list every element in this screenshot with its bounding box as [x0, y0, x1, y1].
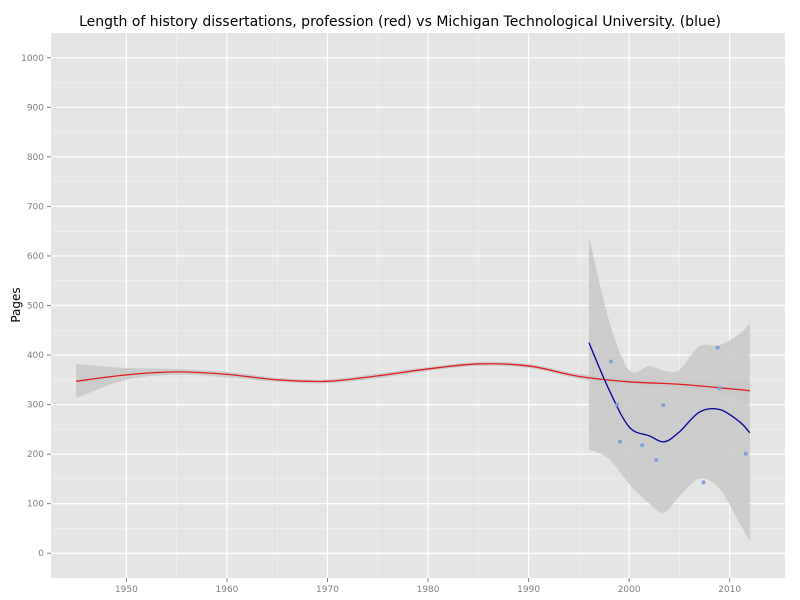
y-tick-label: 600	[27, 252, 44, 262]
data-point	[640, 443, 645, 448]
y-tick-label: 200	[27, 450, 44, 460]
mtu-smooth-line	[588, 342, 751, 443]
y-tick-label: 900	[27, 103, 44, 113]
y-tick-label: 400	[27, 351, 44, 361]
data-point	[609, 359, 614, 364]
profession-smooth-line	[76, 363, 750, 392]
data-point	[701, 480, 706, 485]
data-point	[618, 439, 623, 444]
y-tick-label: 300	[27, 401, 44, 411]
x-tick-label: 2000	[618, 585, 641, 595]
y-tick-label: 0	[38, 549, 44, 559]
data-point	[743, 451, 748, 456]
y-tick-label: 100	[27, 500, 44, 510]
data-point	[717, 386, 722, 391]
y-tick-label: 1000	[21, 54, 44, 64]
x-tick-label: 1950	[115, 585, 138, 595]
x-tick-label: 1970	[316, 585, 339, 595]
data-point	[715, 345, 720, 350]
data-point	[661, 403, 666, 408]
data-point	[654, 458, 659, 463]
x-tick-label: 1990	[517, 585, 540, 595]
x-tick-label: 2010	[718, 585, 741, 595]
y-tick-label: 700	[27, 202, 44, 212]
x-tick-label: 1960	[216, 585, 239, 595]
y-tick-label: 800	[27, 153, 44, 163]
mtu-smooth-ci-ribbon	[588, 236, 750, 541]
chart-title: Length of history dissertations, profess…	[79, 14, 721, 30]
y-tick-label: 500	[27, 302, 44, 312]
x-tick-label: 1980	[417, 585, 440, 595]
data-point	[615, 402, 620, 407]
